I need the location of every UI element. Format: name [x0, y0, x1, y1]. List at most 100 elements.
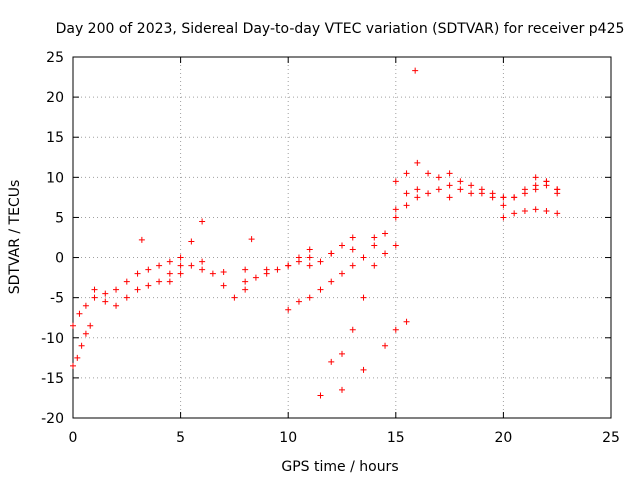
series-arc-q: [532, 174, 561, 197]
data-point: [403, 202, 410, 209]
data-point: [392, 242, 399, 249]
series-arc-l: [392, 159, 453, 185]
data-point: [76, 310, 83, 317]
data-point: [188, 238, 195, 245]
data-point: [360, 294, 367, 301]
series-arc-i: [306, 186, 421, 261]
y-axis-label: SDTVAR / TECUs: [7, 180, 23, 295]
data-points: [70, 67, 561, 399]
chart-title: Day 200 of 2023, Sidereal Day-to-day VTE…: [56, 21, 625, 37]
series-arc-c: [91, 270, 141, 297]
y-tick-label: 5: [55, 210, 64, 226]
data-point: [113, 302, 120, 309]
data-point: [306, 254, 313, 261]
data-point: [306, 262, 313, 269]
data-point: [138, 236, 145, 243]
data-point: [500, 194, 507, 201]
data-point: [554, 210, 561, 217]
data-point: [91, 294, 98, 301]
y-tick-label: -5: [50, 291, 64, 307]
series-arc-k: [328, 242, 399, 365]
data-point: [134, 286, 141, 293]
data-point: [446, 182, 453, 189]
data-point: [489, 190, 496, 197]
series-arc-d: [145, 218, 206, 273]
data-point: [425, 190, 432, 197]
series-arc-f: [199, 246, 313, 275]
data-point: [360, 254, 367, 261]
x-tick-label: 10: [279, 430, 297, 446]
data-point: [360, 366, 367, 373]
data-point: [349, 262, 356, 269]
data-point: [78, 342, 85, 349]
data-point: [382, 342, 389, 349]
data-point: [145, 282, 152, 289]
axis-ticks: 0 5 10 15 20 25 -20 -15 -10 -5 0 5 10 15 20 25: [41, 50, 620, 446]
data-point: [177, 254, 184, 261]
series-arc-g: [242, 234, 356, 285]
data-point: [554, 190, 561, 197]
data-point: [248, 236, 255, 243]
data-point: [134, 270, 141, 277]
data-point: [521, 186, 528, 193]
data-point: [242, 286, 249, 293]
data-point: [328, 358, 335, 365]
series-arc-e: [166, 258, 249, 301]
data-point: [414, 194, 421, 201]
data-point: [102, 298, 109, 305]
data-point: [74, 354, 81, 361]
data-point: [188, 262, 195, 269]
x-tick-label: 20: [494, 430, 512, 446]
x-axis-label: GPS time / hours: [281, 459, 398, 475]
data-point: [392, 178, 399, 185]
data-point: [511, 194, 518, 201]
data-point: [521, 208, 528, 215]
data-point: [285, 262, 292, 269]
data-point: [242, 266, 249, 273]
data-point: [274, 266, 281, 273]
data-point: [317, 392, 324, 399]
y-tick-label: 20: [46, 90, 64, 106]
data-point: [543, 208, 550, 215]
data-point: [382, 250, 389, 257]
y-tick-label: 25: [46, 50, 64, 66]
data-point: [371, 234, 378, 241]
data-point: [317, 286, 324, 293]
data-point: [457, 186, 464, 193]
data-point: [414, 186, 421, 193]
data-point: [532, 182, 539, 189]
data-point: [371, 242, 378, 249]
data-point: [328, 250, 335, 257]
data-point: [500, 202, 507, 209]
data-point: [209, 270, 216, 277]
data-point: [317, 258, 324, 265]
y-tick-label: 10: [46, 170, 64, 186]
data-point: [511, 210, 518, 217]
data-point: [457, 178, 464, 185]
data-point: [199, 266, 206, 273]
data-point: [82, 302, 89, 309]
data-point: [166, 270, 173, 277]
data-point: [446, 194, 453, 201]
data-point: [123, 294, 130, 301]
data-point: [412, 67, 419, 74]
data-point: [414, 159, 421, 166]
data-point: [166, 278, 173, 285]
data-point: [102, 290, 109, 297]
x-tick-label: 25: [602, 430, 620, 446]
series-arc-o: [500, 178, 561, 209]
data-point: [435, 186, 442, 193]
series-arc-b: [70, 262, 184, 329]
data-point: [91, 286, 98, 293]
data-point: [392, 206, 399, 213]
data-point: [123, 278, 130, 285]
y-tick-label: 15: [46, 130, 64, 146]
x-tick-label: 0: [69, 430, 78, 446]
data-point: [263, 270, 270, 277]
x-tick-label: 15: [387, 430, 405, 446]
data-point: [145, 266, 152, 273]
data-point: [156, 278, 163, 285]
series-arc-a: [70, 322, 94, 369]
data-point: [500, 214, 507, 221]
series-arc-h: [285, 242, 378, 313]
